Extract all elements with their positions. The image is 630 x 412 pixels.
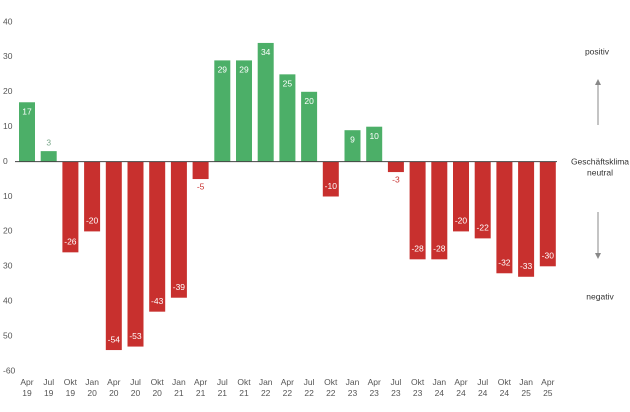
- x-tick-label: Apr 23: [367, 377, 381, 398]
- value-label: -33: [520, 261, 533, 271]
- value-label: -22: [477, 223, 490, 233]
- bar: [19, 102, 35, 162]
- bar: [409, 161, 426, 260]
- x-tick-label: Jan 25: [519, 377, 533, 398]
- x-tick-label: Jul 24: [477, 377, 489, 398]
- bar: [257, 42, 274, 162]
- bar: [149, 161, 166, 312]
- x-tick-label: Apr 21: [193, 377, 208, 398]
- bar: [387, 161, 404, 173]
- bar: [518, 161, 535, 277]
- y-tick-label: 20: [3, 86, 13, 96]
- value-label: 29: [239, 65, 249, 75]
- y-tick-label: 40: [3, 295, 13, 305]
- bar: [453, 161, 469, 232]
- bar: [214, 60, 231, 162]
- value-label: -28: [433, 244, 446, 254]
- bar: [127, 161, 144, 347]
- x-tick-label: Jan 24: [432, 377, 447, 398]
- x-tick-label: Jan 20: [85, 377, 99, 398]
- bar: [322, 161, 339, 197]
- x-tick-label: Apr 25: [541, 377, 555, 398]
- x-tick-label: Jul 21: [216, 377, 228, 398]
- x-tick-label: Jan 22: [258, 377, 273, 398]
- x-tick-label: Okt 22: [324, 377, 338, 398]
- bar: [62, 161, 79, 253]
- x-tick-label: Jan 21: [172, 377, 186, 398]
- y-tick-label: -60: [3, 365, 16, 375]
- bar: [539, 161, 556, 267]
- bar: [192, 161, 209, 180]
- value-label: 10: [369, 131, 379, 141]
- value-label: 34: [261, 47, 271, 57]
- value-label: 9: [350, 134, 355, 144]
- value-label: -39: [173, 282, 186, 292]
- value-label: 29: [218, 65, 228, 75]
- arrow-head: [595, 253, 601, 259]
- value-label: -20: [86, 216, 99, 226]
- y-tick-label: 50: [3, 330, 13, 340]
- value-label: -10: [325, 181, 338, 191]
- value-label: -32: [498, 258, 511, 268]
- bar: [496, 161, 513, 274]
- arrow-head: [595, 79, 601, 85]
- value-label: 3: [46, 137, 51, 147]
- bar: [431, 161, 448, 260]
- value-label: -43: [151, 296, 164, 306]
- x-tick-label: Apr 22: [280, 377, 294, 398]
- x-tick-label: Okt 20: [150, 377, 164, 398]
- value-label: -20: [455, 216, 468, 226]
- annotation: Geschäftsklima: [571, 156, 629, 166]
- y-tick-label: 10: [3, 191, 13, 201]
- x-tick-label: Okt 19: [63, 377, 77, 398]
- bar: [236, 60, 252, 162]
- x-tick-label: Jul 19: [43, 377, 55, 398]
- value-label: -3: [392, 174, 400, 184]
- bar: [474, 161, 491, 239]
- x-tick-label: Jul 20: [130, 377, 141, 398]
- value-label: -53: [129, 331, 142, 341]
- bar: [40, 151, 57, 162]
- annotation: negativ: [586, 291, 614, 301]
- value-label: -54: [108, 334, 121, 344]
- bar: [170, 161, 187, 298]
- x-tick-label: Apr 24: [454, 377, 468, 398]
- annotation: positiv: [585, 46, 610, 56]
- value-label: -26: [64, 237, 77, 247]
- x-tick-label: Apr 19: [20, 377, 34, 398]
- value-label: 25: [283, 79, 293, 89]
- bar: [279, 74, 296, 162]
- bar: [301, 91, 318, 162]
- y-tick-label: 30: [3, 51, 13, 61]
- y-tick-label: 10: [3, 121, 13, 131]
- bar: [84, 161, 101, 232]
- value-label: 17: [22, 107, 32, 117]
- bar: [105, 161, 122, 351]
- annotation: neutral: [587, 167, 613, 177]
- x-tick-label: Okt 21: [237, 377, 251, 398]
- bar: [344, 130, 361, 162]
- x-tick-label: Okt 24: [497, 377, 511, 398]
- y-tick-label: 30: [3, 261, 13, 271]
- x-tick-label: Jul 23: [390, 377, 402, 398]
- x-tick-label: Jul 22: [303, 377, 315, 398]
- x-tick-label: Apr 20: [107, 377, 121, 398]
- x-tick-label: Okt 23: [410, 377, 425, 398]
- value-label: -30: [542, 251, 555, 261]
- value-label: -5: [197, 181, 205, 191]
- value-label: 20: [304, 96, 314, 106]
- x-tick-label: Jan 23: [345, 377, 360, 398]
- bar: [366, 126, 383, 162]
- value-label: -28: [411, 244, 424, 254]
- y-tick-label: 0: [3, 156, 8, 166]
- y-tick-label: 40: [3, 16, 13, 26]
- y-tick-label: 20: [3, 226, 13, 236]
